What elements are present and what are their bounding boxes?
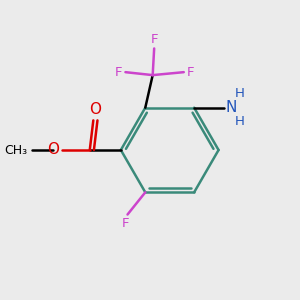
Text: F: F <box>187 66 194 79</box>
Text: CH₃: CH₃ <box>4 143 28 157</box>
Text: H: H <box>235 87 245 100</box>
Text: F: F <box>115 66 122 79</box>
Text: O: O <box>47 142 59 158</box>
Text: O: O <box>89 102 101 117</box>
Text: H: H <box>235 115 245 128</box>
Text: N: N <box>225 100 237 115</box>
Text: F: F <box>122 218 129 230</box>
Text: F: F <box>150 33 158 46</box>
